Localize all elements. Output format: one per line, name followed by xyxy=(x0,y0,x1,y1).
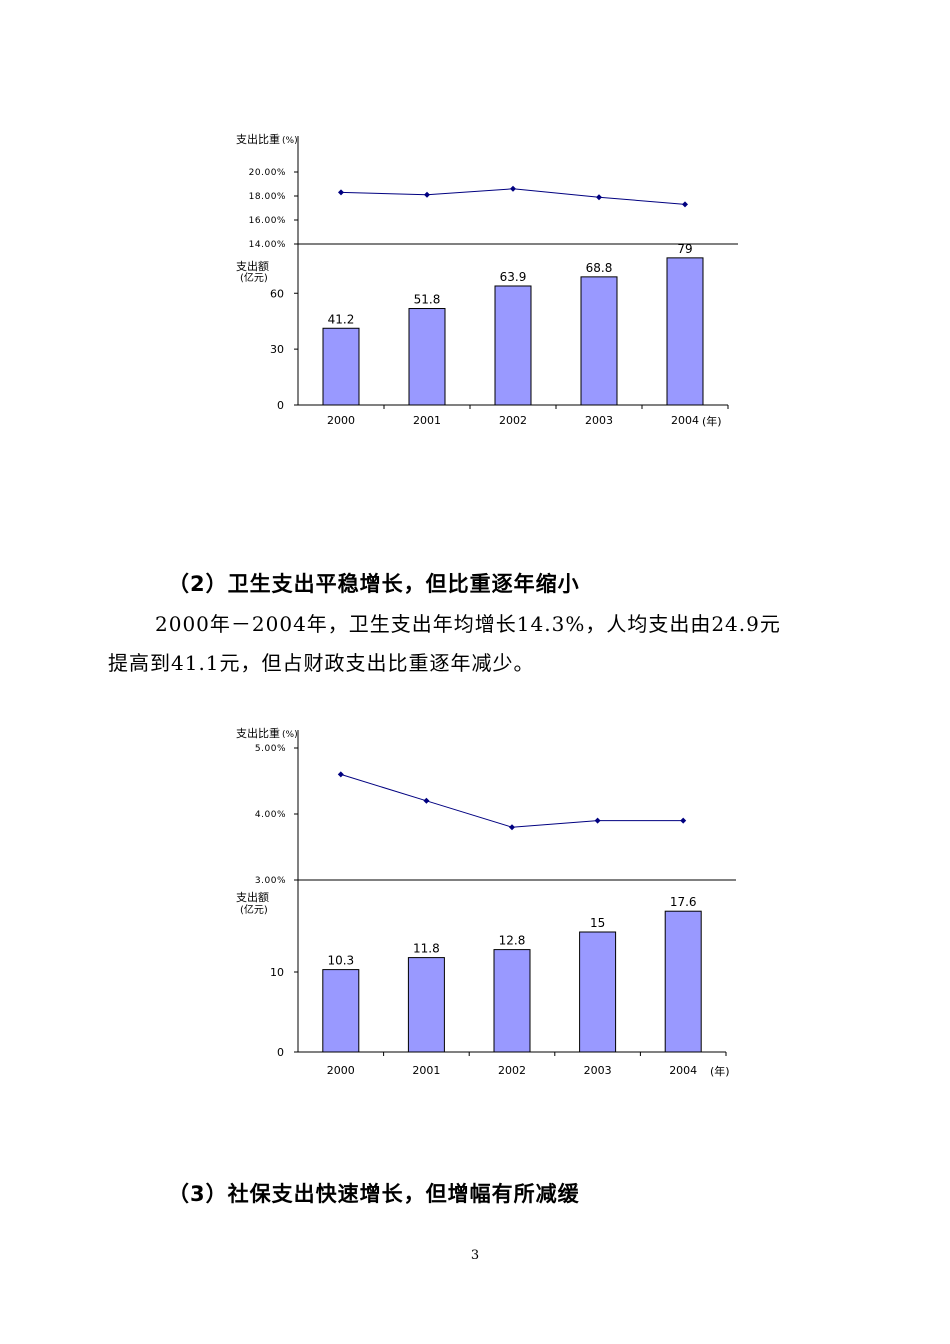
bar-data-label: 51.8 xyxy=(414,293,441,307)
chart-education-expenditure: 支出比重 (%) 支出额 (亿元) (年) 41.2 51.8 63.9 68.8 79 0… xyxy=(236,132,738,428)
bar-2001 xyxy=(407,957,445,1053)
x-axis-unit: (年) xyxy=(710,1064,730,1078)
ratio-tick-label: 20.00% xyxy=(249,168,286,178)
ratio-point-2002 xyxy=(510,185,516,192)
ratio-point-2002 xyxy=(509,824,515,831)
bar-data-label: 41.2 xyxy=(328,312,355,326)
amount-axis-title: 支出额 xyxy=(236,890,269,904)
x-tick-label: 2004 xyxy=(669,1064,697,1077)
x-tick-label: 2002 xyxy=(499,414,527,427)
ratio-axis-title: 支出比重 (%) xyxy=(236,132,298,146)
ratio-point-2001 xyxy=(423,797,430,804)
x-tick-label: 2003 xyxy=(585,414,613,427)
ratio-point-2004 xyxy=(680,817,687,824)
x-tick-label: 2004 xyxy=(671,414,699,427)
ratio-point-2003 xyxy=(596,194,602,201)
bar-data-label: 68.8 xyxy=(586,261,613,275)
bar-2001 xyxy=(408,308,446,406)
bar-2000 xyxy=(322,969,360,1053)
bar-data-label: 63.9 xyxy=(500,270,527,284)
y-tick-label: 60 xyxy=(270,287,284,300)
y-tick-label: 10 xyxy=(270,966,284,979)
ratio-axis-title: 支出比重 (%) xyxy=(236,726,298,740)
bar-2004 xyxy=(666,257,704,406)
bar-data-label: 10.3 xyxy=(327,954,354,968)
bar-2002 xyxy=(493,949,531,1053)
x-tick-label: 2002 xyxy=(498,1064,526,1077)
bar-data-label: 12.8 xyxy=(499,934,526,948)
ratio-tick-label: 5.00% xyxy=(255,744,286,754)
amount-axis-unit: (亿元) xyxy=(240,271,268,284)
ratio-tick-label: 3.00% xyxy=(255,876,286,886)
ratio-point-2001 xyxy=(424,191,430,198)
bar-data-label: 17.6 xyxy=(670,895,697,909)
ratio-point-2003 xyxy=(594,817,601,824)
bar-2002 xyxy=(494,285,532,406)
section-2-heading: （2）卫生支出平稳增长，但比重逐年缩小 xyxy=(168,572,580,596)
chart-health-expenditure: 支出比重 (%) 支出额 (亿元) (年) 10.3 11.8 12.8 15 17.6 0… xyxy=(236,726,736,1078)
ratio-point-2000 xyxy=(337,771,344,778)
y-tick-label: 0 xyxy=(277,399,284,412)
x-axis-unit: (年) xyxy=(702,414,722,428)
x-tick-label: 2003 xyxy=(584,1064,612,1077)
ratio-series-line xyxy=(340,773,684,828)
x-tick-label: 2000 xyxy=(327,414,355,427)
bar-2003 xyxy=(579,931,617,1053)
bar-data-label: 11.8 xyxy=(413,942,440,956)
x-tick-label: 2001 xyxy=(413,414,441,427)
ratio-point-2004 xyxy=(682,201,688,208)
ratio-point-2000 xyxy=(338,189,344,196)
ratio-tick-label: 14.00% xyxy=(249,240,286,250)
bar-2004 xyxy=(664,910,702,1053)
y-tick-label: 30 xyxy=(270,343,284,356)
x-tick-label: 2000 xyxy=(327,1064,355,1077)
ratio-tick-label: 4.00% xyxy=(255,810,286,820)
page-number: 3 xyxy=(470,1248,480,1263)
section-3-heading: （3）社保支出快速增长，但增幅有所减缓 xyxy=(168,1182,580,1206)
ratio-tick-label: 18.00% xyxy=(249,192,286,202)
section-2-paragraph-line-1: 2000年－2004年，卫生支出年均增长14.3%，人均支出由24.9元 xyxy=(155,612,781,636)
bar-2003 xyxy=(580,276,618,406)
amount-axis-unit: (亿元) xyxy=(240,903,268,916)
bar-data-label: 15 xyxy=(590,916,605,930)
y-tick-label: 0 xyxy=(277,1046,284,1059)
section-2-paragraph-line-2: 提高到41.1元，但占财政支出比重逐年减少。 xyxy=(108,651,535,675)
x-tick-label: 2001 xyxy=(412,1064,440,1077)
bar-2000 xyxy=(322,327,360,406)
ratio-tick-label: 16.00% xyxy=(249,216,286,226)
amount-axis-title: 支出额 xyxy=(236,259,269,273)
bar-data-label: 79 xyxy=(677,242,692,256)
